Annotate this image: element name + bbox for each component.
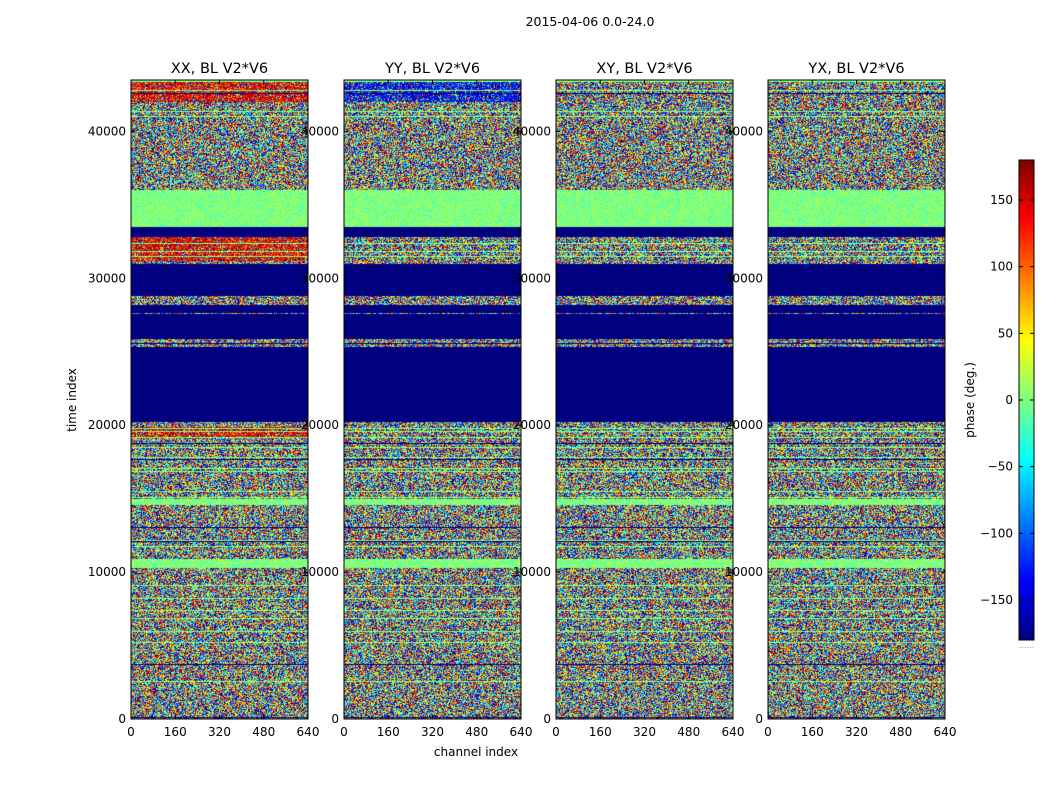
x-tick-label: 320 bbox=[633, 725, 656, 739]
x-tick-label: 320 bbox=[421, 725, 444, 739]
y-tick-label: 30000 bbox=[88, 271, 126, 285]
y-tick-label: 20000 bbox=[513, 418, 551, 432]
panel-yy: YY, BL V2*V6 0 160 320 480 640 0 10000 20000 3000… bbox=[301, 61, 533, 739]
x-tick-label: 640 bbox=[297, 725, 320, 739]
panels-group: XX, BL V2*V6 0 160 320 480 640 0 10000 20000 3000… bbox=[88, 61, 957, 739]
y-tick-label: 40000 bbox=[301, 124, 339, 138]
x-tick-label: 160 bbox=[377, 725, 400, 739]
x-tick-label: 160 bbox=[589, 725, 612, 739]
panel-title-xx: XX, BL V2*V6 bbox=[171, 61, 268, 77]
colorbar-tick-label: 100 bbox=[990, 260, 1013, 274]
colorbar-tick-label: −50 bbox=[988, 460, 1013, 474]
y-tick-label: 0 bbox=[118, 712, 126, 726]
x-tick-label: 320 bbox=[845, 725, 868, 739]
colorbar-tick-label: −100 bbox=[980, 526, 1013, 540]
x-tick-label: 480 bbox=[465, 725, 488, 739]
y-tick-label: 20000 bbox=[301, 418, 339, 432]
colorbar-tick-label: 0 bbox=[1005, 393, 1013, 407]
y-tick-label: 30000 bbox=[725, 271, 763, 285]
y-tick-label: 10000 bbox=[725, 565, 763, 579]
y-tick-label: 0 bbox=[755, 712, 763, 726]
x-tick-label: 640 bbox=[510, 725, 533, 739]
panel-title-yy: YY, BL V2*V6 bbox=[384, 61, 480, 77]
panel-xy: XY, BL V2*V6 0 160 320 480 640 0 10000 20000 3000… bbox=[513, 61, 745, 739]
y-tick-label: 30000 bbox=[513, 271, 551, 285]
heatmap-xx bbox=[131, 80, 308, 719]
y-tick-label: 20000 bbox=[725, 418, 763, 432]
panel-xx: XX, BL V2*V6 0 160 320 480 640 0 10000 20000 3000… bbox=[88, 61, 320, 739]
y-tick-label: 40000 bbox=[88, 124, 126, 138]
y-tick-label: 40000 bbox=[725, 124, 763, 138]
y-axis-label: time index bbox=[65, 368, 79, 432]
y-tick-label: 0 bbox=[331, 712, 339, 726]
x-tick-label: 0 bbox=[552, 725, 560, 739]
heatmap-yy bbox=[344, 80, 521, 719]
x-tick-label: 480 bbox=[252, 725, 275, 739]
heatmap-xy bbox=[556, 80, 733, 719]
x-tick-label: 160 bbox=[164, 725, 187, 739]
y-tick-label: 10000 bbox=[88, 565, 126, 579]
panel-yx: YX, BL V2*V6 0 160 320 480 640 0 10000 20000 3000… bbox=[725, 61, 957, 739]
x-tick-label: 640 bbox=[934, 725, 957, 739]
panel-title-yx: YX, BL V2*V6 bbox=[807, 61, 904, 77]
panel-title-xy: XY, BL V2*V6 bbox=[596, 61, 692, 77]
x-tick-label: 160 bbox=[801, 725, 824, 739]
x-tick-label: 320 bbox=[208, 725, 231, 739]
x-tick-label: 480 bbox=[889, 725, 912, 739]
colorbar-tick-label: 50 bbox=[998, 326, 1013, 340]
heatmap-yx bbox=[768, 80, 945, 719]
colorbar-under-mark: ...... bbox=[1019, 641, 1034, 650]
y-tick-label: 40000 bbox=[513, 124, 551, 138]
colorbar: 150 100 50 0 −50 −100 −150...... bbox=[980, 159, 1035, 650]
colorbar-label: phase (deg.) bbox=[963, 362, 977, 438]
y-tick-label: 10000 bbox=[301, 565, 339, 579]
x-tick-label: 640 bbox=[722, 725, 745, 739]
y-tick-label: 10000 bbox=[513, 565, 551, 579]
colorbar-tick-label: 150 bbox=[990, 193, 1013, 207]
figure-suptitle: 2015-04-06 0.0-24.0 bbox=[526, 14, 655, 29]
y-tick-label: 30000 bbox=[301, 271, 339, 285]
x-tick-label: 0 bbox=[340, 725, 348, 739]
x-axis-label: channel index bbox=[434, 745, 518, 759]
x-tick-label: 0 bbox=[764, 725, 772, 739]
x-tick-label: 0 bbox=[127, 725, 135, 739]
colorbar-tick-label: −150 bbox=[980, 593, 1013, 607]
y-tick-label: 20000 bbox=[88, 418, 126, 432]
x-tick-label: 480 bbox=[677, 725, 700, 739]
y-tick-label: 0 bbox=[543, 712, 551, 726]
